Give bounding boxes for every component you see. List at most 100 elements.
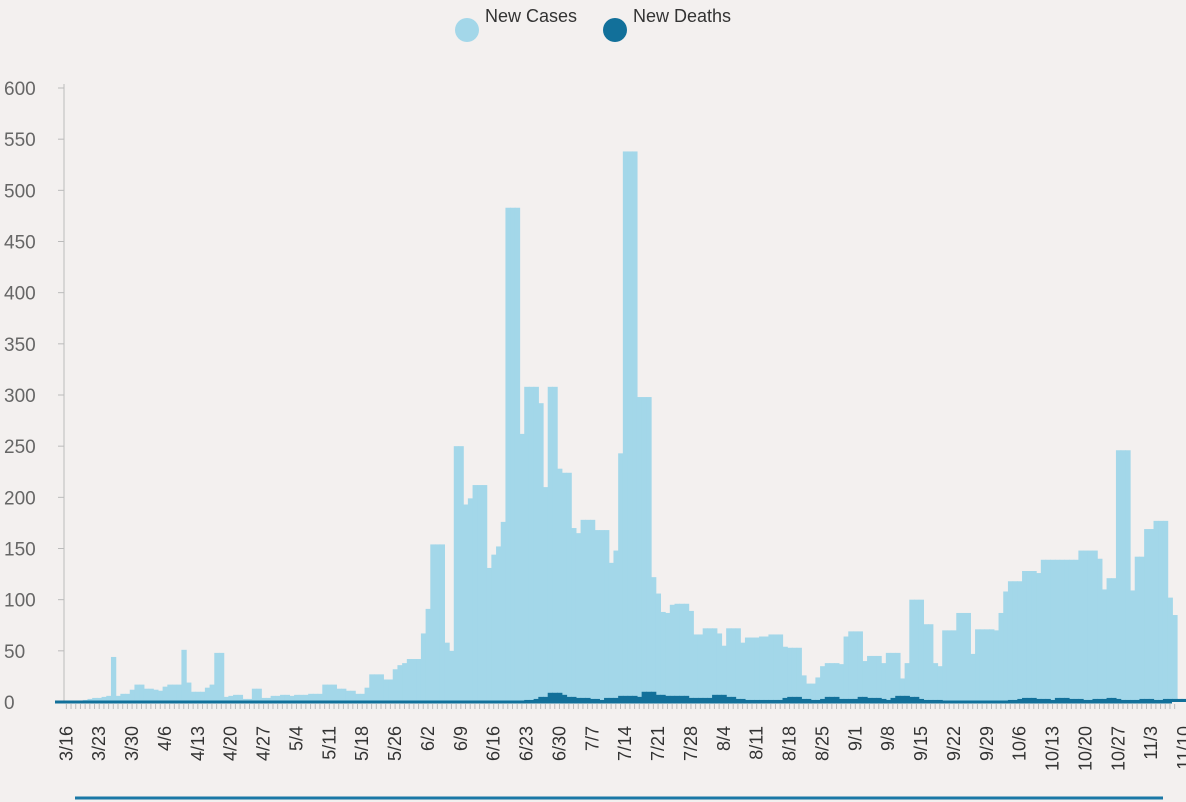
new-deaths-bar: [561, 694, 568, 702]
new-deaths-bar: [820, 698, 826, 702]
new-cases-bar: [449, 650, 455, 702]
new-cases-bar: [195, 691, 201, 702]
new-cases-bar: [1172, 615, 1178, 702]
new-cases-bar: [265, 697, 272, 702]
new-deaths-bar: [1177, 698, 1183, 702]
new-cases-bar: [1153, 520, 1159, 702]
new-deaths-bar: [646, 691, 652, 702]
new-deaths-bar: [787, 696, 793, 702]
new-cases-bar: [280, 694, 286, 702]
new-cases-bar: [270, 695, 276, 702]
new-cases-bar: [101, 696, 107, 702]
new-deaths-bar: [580, 697, 586, 702]
new-cases-bar: [646, 397, 652, 702]
new-cases-bar: [115, 695, 121, 702]
y-tick-label-50: 50: [4, 642, 25, 663]
new-cases-bar: [1092, 550, 1098, 702]
new-cases-swatch-icon: [454, 18, 479, 42]
new-deaths-bar: [862, 696, 868, 702]
new-deaths-bar: [632, 695, 638, 702]
new-cases-bar: [294, 694, 300, 702]
new-deaths-bar: [918, 698, 925, 702]
legend-label-new-deaths: New Deaths: [632, 6, 732, 26]
new-cases-bar: [557, 468, 563, 702]
new-cases-bar: [96, 697, 103, 702]
new-cases-bar: [773, 634, 779, 702]
new-deaths-bar: [594, 698, 600, 702]
new-cases-bar: [312, 693, 319, 702]
new-cases-bar: [975, 629, 981, 702]
new-cases-bar: [1068, 559, 1075, 702]
new-cases-bar: [918, 599, 925, 702]
x-tick-label: 7/14: [615, 726, 635, 761]
new-cases-bar: [1167, 597, 1173, 702]
new-cases-bar: [688, 610, 694, 702]
new-cases-bar: [984, 629, 990, 702]
new-deaths-bar: [604, 697, 610, 702]
new-cases-bar: [331, 684, 337, 702]
new-cases-bar: [162, 686, 168, 702]
new-cases-bar: [655, 593, 662, 702]
new-cases-bar: [707, 628, 713, 702]
new-deaths-bar: [697, 697, 704, 702]
new-cases-bar: [1040, 559, 1047, 702]
new-cases-bar: [538, 403, 544, 702]
new-cases-bar: [1111, 578, 1117, 702]
x-tick-label: 3/23: [89, 726, 109, 761]
new-cases-bar: [693, 634, 699, 702]
x-tick-label: 8/25: [812, 726, 832, 761]
new-deaths-bar: [1144, 698, 1150, 702]
new-deaths-bar: [1017, 698, 1023, 702]
new-deaths-bar: [801, 698, 807, 702]
new-cases-bar: [960, 612, 967, 702]
new-deaths-bar: [1115, 698, 1122, 702]
new-cases-bar: [430, 544, 436, 702]
new-cases-bar: [575, 533, 582, 702]
new-cases-bar: [157, 690, 164, 702]
new-cases-bar: [683, 603, 690, 702]
new-cases-bar: [1045, 559, 1051, 702]
new-cases-series: [82, 151, 1178, 703]
new-cases-bar: [350, 690, 356, 702]
new-cases-bar: [665, 612, 671, 702]
new-cases-bar: [233, 694, 239, 702]
new-deaths-bar: [557, 692, 563, 702]
new-deaths-bar: [1167, 698, 1173, 702]
new-cases-bar: [420, 633, 427, 702]
new-cases-bar: [528, 386, 535, 702]
new-deaths-bar: [721, 694, 727, 702]
new-cases-bar: [735, 628, 741, 702]
new-cases-bar: [176, 684, 183, 702]
new-cases-bar: [500, 521, 507, 702]
new-cases-bar: [613, 550, 619, 702]
new-cases-bar: [552, 386, 558, 702]
new-cases-bar: [1050, 559, 1056, 702]
new-deaths-bar: [867, 697, 873, 702]
new-cases-bar: [491, 554, 497, 702]
new-cases-bar: [533, 386, 539, 702]
new-cases-bar: [486, 567, 492, 702]
new-deaths-bar: [613, 697, 619, 702]
new-deaths-bar: [857, 696, 863, 702]
new-cases-bar: [749, 637, 755, 702]
new-cases-bar: [914, 599, 920, 702]
new-cases-bar: [641, 397, 647, 702]
new-deaths-bar: [1031, 697, 1037, 702]
new-cases-bar: [1125, 450, 1131, 702]
y-tick-label-100: 100: [4, 591, 36, 612]
new-cases-bar: [364, 687, 370, 702]
x-tick-label: 9/29: [977, 726, 997, 761]
new-cases-bar: [857, 631, 863, 702]
new-cases-bar: [1148, 529, 1155, 702]
new-cases-bar: [566, 472, 572, 702]
new-cases-bar: [1097, 558, 1103, 702]
new-cases-bar: [359, 693, 366, 702]
new-deaths-bar: [660, 694, 666, 702]
x-tick-label: 6/9: [451, 726, 471, 751]
new-cases-bar: [726, 628, 732, 702]
x-tick-label: 4/27: [254, 726, 274, 761]
y-tick-label-500: 500: [4, 181, 36, 202]
new-cases-bar: [989, 629, 995, 702]
x-tick-label: 4/6: [155, 726, 175, 751]
